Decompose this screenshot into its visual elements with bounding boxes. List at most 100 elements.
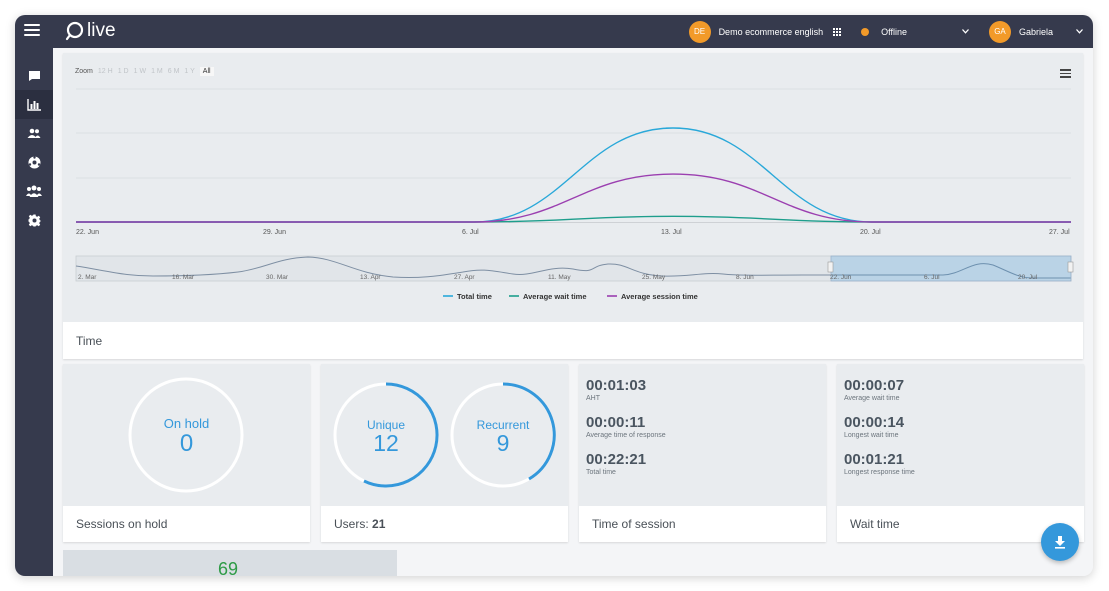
navigator-right-handle	[1067, 261, 1074, 273]
zoom-button-all[interactable]: All	[199, 67, 214, 76]
navigator-series	[75, 256, 1071, 279]
navigator-selection	[830, 255, 1072, 282]
zoom-button-1y[interactable]: 1 Y	[184, 68, 195, 75]
on-hold-value: 0	[179, 430, 194, 457]
sidebar-item-settings[interactable]	[15, 206, 53, 235]
total-time-metric: 00:22:21 Total time	[586, 451, 646, 476]
sidebar-item-support[interactable]	[15, 148, 53, 177]
time-of-session-card: 00:01:03 AHT 00:00:11 Average time of re…	[579, 364, 826, 542]
gear-icon	[28, 214, 40, 227]
navigator-tick-label: 6. Jul	[924, 274, 940, 281]
download-icon	[1055, 535, 1065, 549]
user-chevron-down-icon[interactable]	[1076, 29, 1083, 34]
sidebar-item-statistics[interactable]	[15, 90, 53, 119]
aht-metric: 00:01:03 AHT	[586, 377, 646, 402]
zoom-button-1w[interactable]: 1 W	[133, 68, 147, 75]
store-name[interactable]: Demo ecommerce english	[718, 26, 824, 37]
navigator-left-handle	[827, 261, 834, 273]
zoom-button-6m[interactable]: 6 M	[167, 68, 180, 75]
main-content: Zoom 12 H 1 D 1 W 1 M 6 M 1 Y All 22. Ju…	[53, 48, 1093, 576]
longest-wait-time-value: 00:00:14	[844, 414, 905, 431]
time-chart: 22. Jun 29. Jun 6. Jul 13. Jul 20. Jul 27. Ju…	[75, 88, 1074, 301]
partial-card: 69	[63, 550, 397, 576]
legend-item: Total time	[457, 292, 492, 301]
series-line-0	[75, 127, 1071, 223]
zoom-label: Zoom	[75, 68, 93, 75]
sidebar	[15, 48, 53, 576]
users-title-prefix: Users:	[334, 517, 373, 531]
aht-value: 00:01:03	[586, 377, 647, 394]
chart-menu-icon[interactable]	[1060, 69, 1071, 78]
navigator-background	[75, 255, 1072, 282]
unique-progress-arc	[363, 382, 439, 488]
status-dot-icon	[861, 27, 870, 36]
navigator-tick-label: 16. Mar	[172, 274, 195, 281]
chart-navigator: 2. Mar 16. Mar 30. Mar 13. Apr 27. Apr 11. Ma…	[75, 255, 1074, 282]
on-hold-ring	[128, 377, 244, 493]
sidebar-item-teams[interactable]	[15, 177, 53, 206]
on-hold-label: On hold	[163, 416, 210, 431]
recurrent-label: Recurrent	[476, 418, 530, 432]
navigator-tick-label: 11. May	[548, 274, 571, 281]
navigator-tick-label: 25. May	[642, 274, 666, 281]
zoom-bar: Zoom 12 H 1 D 1 W 1 M 6 M 1 Y All	[75, 67, 214, 76]
avg-response-time-label: Average time of response	[586, 432, 666, 439]
sidebar-item-users[interactable]	[15, 119, 53, 148]
status-label[interactable]: Offline	[881, 26, 907, 37]
zoom-button-1d[interactable]: 1 D	[117, 68, 129, 75]
avg-wait-time-metric: 00:00:07 Average wait time	[844, 377, 904, 402]
avg-response-time-metric: 00:00:11 Average time of response	[586, 414, 666, 439]
zoom-button-1m[interactable]: 1 M	[151, 68, 163, 75]
navigator-tick-label: 30. Mar	[266, 274, 289, 281]
group-icon	[26, 185, 42, 197]
series-line-2	[75, 173, 1071, 223]
longest-response-time-label: Longest response time	[844, 469, 915, 476]
x-tick-label: 29. Jun	[263, 229, 286, 236]
users-title: Users: 21	[321, 506, 568, 542]
logo[interactable]: live	[65, 20, 116, 42]
logo-text: live	[87, 20, 116, 41]
avg-wait-time-label: Average wait time	[844, 395, 900, 402]
navigator-tick-label: 22. Jun	[830, 274, 852, 281]
unique-value: 12	[373, 430, 399, 456]
users-rings	[333, 382, 556, 488]
aht-label: AHT	[586, 395, 600, 402]
download-button[interactable]	[1041, 523, 1079, 561]
longest-response-time-value: 00:01:21	[844, 451, 905, 468]
x-tick-label: 13. Jul	[661, 229, 682, 236]
zoom-button-12h[interactable]: 12 H	[97, 68, 113, 75]
chat-icon	[28, 70, 40, 81]
top-bar: live DE Demo ecommerce english Offline G…	[15, 15, 1093, 48]
total-time-label: Total time	[586, 469, 616, 476]
chart-area: Zoom 12 H 1 D 1 W 1 M 6 M 1 Y All 22. Ju…	[63, 53, 1083, 322]
time-chart-title: Time	[76, 333, 103, 348]
store-avatar[interactable]: DE	[688, 20, 711, 43]
bar-chart-icon	[27, 98, 41, 111]
grid-icon[interactable]	[833, 27, 842, 36]
recurrent-value: 9	[496, 430, 510, 456]
longest-wait-time-metric: 00:00:14 Longest wait time	[844, 414, 904, 439]
longest-wait-time-label: Longest wait time	[844, 432, 899, 439]
user-name[interactable]: Gabriela	[1018, 26, 1053, 37]
partial-card-value: 69	[218, 559, 239, 576]
navigator-tick-label: 27. Apr	[454, 274, 475, 281]
x-tick-label: 27. Jul	[1049, 229, 1070, 236]
unique-label: Unique	[366, 418, 406, 432]
longest-response-time-metric: 00:01:21 Longest response time	[844, 451, 915, 476]
navigator-tick-label: 2. Mar	[78, 274, 97, 281]
user-avatar[interactable]: GA	[988, 20, 1011, 43]
logo-mark-icon	[65, 21, 84, 41]
sidebar-item-chat[interactable]	[15, 61, 53, 90]
navigator-tick-label: 20. Jul	[1018, 274, 1038, 281]
time-of-session-title: Time of session	[592, 517, 676, 531]
avg-wait-time-value: 00:00:07	[844, 377, 905, 394]
status-chevron-down-icon[interactable]	[961, 29, 969, 34]
recurrent-progress-arc	[502, 382, 556, 481]
series-line-1	[75, 215, 1071, 223]
users-total: 21	[372, 517, 386, 531]
x-tick-label: 6. Jul	[462, 229, 479, 236]
navigator-tick-label: 8. Jun	[736, 274, 754, 281]
users-card: Unique 12 Recurrent 9 Users: 21	[321, 364, 568, 542]
legend-item: Average session time	[621, 292, 698, 301]
hamburger-menu-icon[interactable]	[24, 24, 40, 38]
